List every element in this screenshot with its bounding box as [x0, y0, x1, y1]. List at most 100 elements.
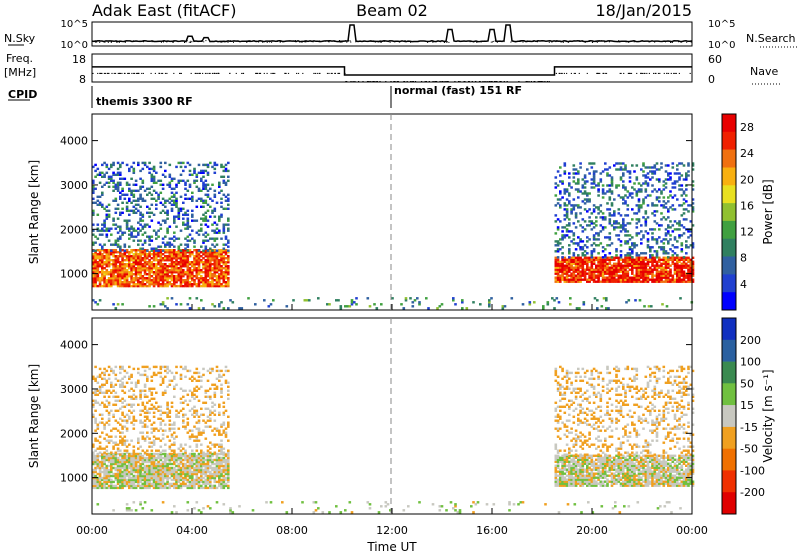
heatmap-cell — [94, 235, 97, 238]
nsearch-point — [570, 40, 572, 42]
heatmap-cell — [161, 482, 165, 486]
heatmap-cell — [213, 269, 217, 272]
heatmap-cell — [211, 255, 214, 258]
heatmap-cell — [563, 276, 567, 279]
heatmap-cell — [592, 258, 596, 261]
heatmap-cell — [586, 236, 589, 239]
heatmap-cell — [200, 480, 203, 484]
heatmap-cell — [673, 264, 677, 267]
heatmap-cell — [590, 266, 594, 269]
heatmap-cell — [637, 198, 641, 201]
heatmap-cell — [94, 399, 97, 402]
heatmap-cell — [592, 162, 596, 165]
nave-point — [330, 72, 332, 74]
heatmap-cell — [213, 261, 217, 264]
heatmap-cell — [98, 201, 102, 204]
heatmap-cell — [94, 389, 97, 392]
heatmap-cell — [103, 207, 106, 210]
heatmap-cell — [96, 203, 100, 206]
heatmap-cell — [211, 269, 214, 272]
heatmap-cell — [112, 173, 115, 176]
nave-point — [397, 81, 399, 82]
heatmap-cell — [209, 454, 212, 458]
heatmap-cell — [96, 223, 100, 226]
nave-point — [287, 72, 290, 74]
heatmap-cell — [624, 214, 627, 217]
heatmap-cell — [642, 202, 645, 205]
heatmap-cell — [166, 462, 169, 466]
nave-point — [432, 81, 434, 82]
heatmap-cell — [224, 462, 228, 466]
heatmap-cell — [114, 249, 118, 252]
heatmap-cell — [561, 266, 564, 269]
heatmap-cell — [146, 235, 149, 238]
heatmap-cell — [130, 468, 133, 472]
heatmap-cell — [206, 233, 210, 236]
heatmap-cell — [626, 264, 630, 267]
nave-point — [506, 81, 508, 82]
heatmap-cell — [662, 238, 666, 241]
heatmap-cell — [155, 249, 158, 252]
heatmap-cell — [667, 252, 670, 255]
nsearch-point — [551, 41, 553, 43]
heatmap-cell — [209, 277, 212, 280]
nave-point — [526, 81, 528, 82]
heatmap-cell — [633, 242, 636, 245]
heatmap-cell — [125, 209, 129, 212]
heatmap-cell — [565, 198, 569, 201]
heatmap-cell — [680, 244, 684, 247]
heatmap-cell — [204, 281, 208, 284]
heatmap-cell — [633, 212, 636, 215]
heatmap-cell — [195, 267, 199, 270]
heatmap-cell — [161, 183, 165, 186]
heatmap-cell — [689, 278, 693, 281]
heatmap-cell — [660, 278, 663, 281]
heatmap-cell — [209, 281, 212, 284]
heatmap-cell — [644, 276, 648, 279]
heatmap-cell — [164, 454, 167, 458]
heatmap-cell — [103, 425, 106, 428]
heatmap-cell — [186, 472, 190, 476]
heatmap-cell — [166, 275, 169, 278]
heatmap-cell — [211, 281, 214, 284]
heatmap-cell — [673, 270, 677, 273]
heatmap-cell — [676, 222, 679, 225]
heatmap-cell — [197, 460, 201, 464]
heatmap-cell — [615, 256, 618, 259]
heatmap-cell — [202, 199, 205, 202]
heatmap-cell — [141, 277, 145, 280]
heatmap-cell — [211, 251, 214, 254]
heatmap-cell — [200, 271, 203, 274]
nsearch-point — [173, 41, 174, 43]
heatmap-cell — [164, 255, 167, 258]
nave-point — [154, 72, 156, 74]
heatmap-cell — [673, 208, 677, 211]
heatmap-cell — [224, 271, 228, 274]
heatmap-cell — [98, 447, 102, 450]
heatmap-cell — [197, 229, 201, 232]
heatmap-cell — [188, 476, 192, 480]
heatmap-cell — [563, 278, 567, 281]
nave-point — [198, 72, 200, 74]
heatmap-cell — [583, 258, 587, 261]
heatmap-cell — [682, 212, 686, 215]
heatmap-cell — [579, 258, 582, 261]
heatmap-cell — [687, 162, 690, 165]
heatmap-cell — [586, 258, 589, 261]
heatmap-cell — [110, 367, 113, 371]
heatmap-cell — [651, 204, 654, 207]
heatmap-cell — [669, 270, 672, 273]
heatmap-cell — [175, 205, 178, 208]
heatmap-cell — [200, 259, 203, 262]
power-data — [92, 161, 695, 310]
nsearch-point — [561, 40, 563, 42]
heatmap-cell — [200, 205, 203, 208]
heatmap-cell — [601, 246, 605, 249]
heatmap-cell — [200, 277, 203, 280]
heatmap-cell — [103, 223, 106, 226]
heatmap-cell — [202, 185, 205, 188]
heatmap-cell — [588, 276, 591, 279]
heatmap-cell — [642, 274, 645, 277]
heatmap-cell — [204, 265, 208, 268]
heatmap-cell — [213, 263, 217, 266]
